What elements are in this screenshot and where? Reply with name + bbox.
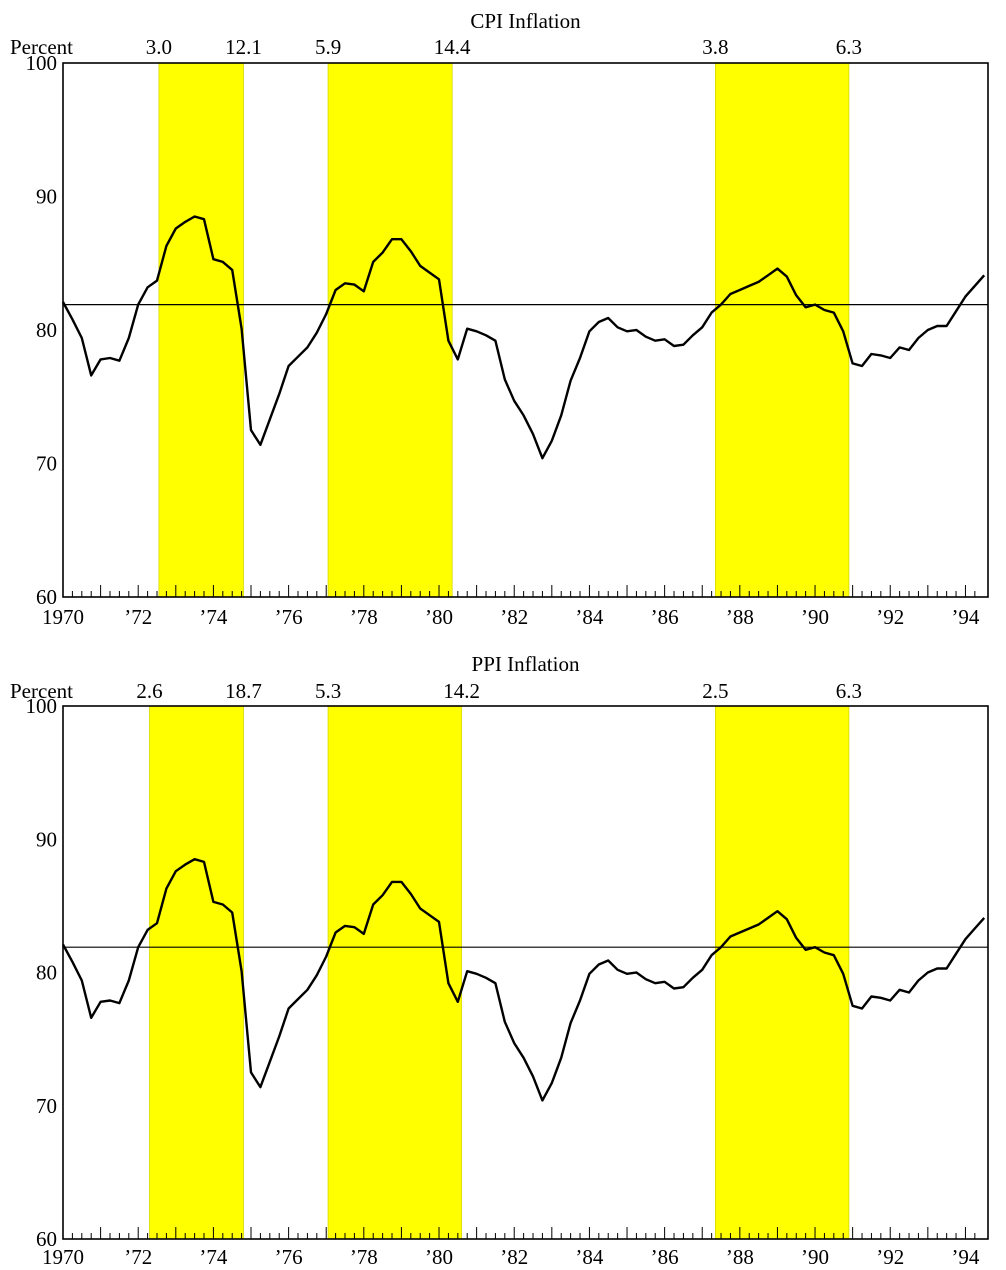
shaded-period-end-label: 6.3 <box>836 35 862 59</box>
x-tick-label: ’82 <box>500 1245 528 1269</box>
x-tick-label: ’72 <box>124 605 152 629</box>
shaded-period <box>327 62 453 598</box>
x-tick-label: ’94 <box>951 605 979 629</box>
x-tick-label: ’90 <box>801 605 829 629</box>
x-tick-label: ’76 <box>275 1245 303 1269</box>
shaded-period-end-label: 14.2 <box>443 679 480 703</box>
chart-title: CPI Inflation <box>470 9 581 33</box>
x-tick-label: ’72 <box>124 1245 152 1269</box>
y-axis-label: Percent <box>10 679 73 703</box>
y-tick-label: 80 <box>36 318 57 342</box>
x-tick-label: ’94 <box>951 1245 979 1269</box>
ppi-inflation-chart: 2.6 18.7 5.3 14.2 2.5 6.3 PPI Inflation Percent… <box>10 652 989 1269</box>
shaded-period-start-label: 5.9 <box>315 35 341 59</box>
y-tick-label: 60 <box>36 585 57 609</box>
x-tick-label: 1970 <box>42 605 84 629</box>
x-tick-label: ’80 <box>425 1245 453 1269</box>
x-tick-label: ’90 <box>801 1245 829 1269</box>
x-tick-label: ’86 <box>651 1245 679 1269</box>
y-tick-label: 100 <box>26 51 58 75</box>
x-tick-label: ’88 <box>726 605 754 629</box>
shaded-period-start-label: 5.3 <box>315 679 341 703</box>
cpi-inflation-chart: 3.0 12.1 5.9 14.4 3.8 6.3 CPI Inflation Percent… <box>10 9 989 629</box>
series-line <box>61 858 986 1102</box>
shaded-period-start-label: 2.6 <box>136 679 162 703</box>
shaded-period <box>149 705 244 1240</box>
plot-frame <box>62 62 989 598</box>
x-tick-label: ’74 <box>199 1245 227 1269</box>
shaded-period-start-label: 3.8 <box>702 35 728 59</box>
x-tick-label: ’84 <box>575 605 603 629</box>
shaded-period-end-label: 14.4 <box>434 35 471 59</box>
x-tick-label: ’80 <box>425 605 453 629</box>
plot-frame <box>62 705 989 1240</box>
chart-title: PPI Inflation <box>472 652 580 676</box>
shaded-period <box>714 62 850 598</box>
x-tick-label: ’84 <box>575 1245 603 1269</box>
y-tick-label: 70 <box>36 1094 57 1118</box>
series-line <box>61 215 986 460</box>
shaded-period-end-label: 18.7 <box>225 679 262 703</box>
x-tick-label: ’88 <box>726 1245 754 1269</box>
x-tick-label: ’76 <box>275 605 303 629</box>
y-tick-label: 70 <box>36 452 57 476</box>
y-axis-label: Percent <box>10 35 73 59</box>
shaded-period <box>158 62 244 598</box>
x-tick-label: ’92 <box>876 1245 904 1269</box>
x-tick-label: ’82 <box>500 605 528 629</box>
shaded-period-start-label: 2.5 <box>702 679 728 703</box>
shaded-period-start-label: 3.0 <box>146 35 172 59</box>
x-tick-label: 1970 <box>42 1245 84 1269</box>
y-tick-label: 90 <box>36 827 57 851</box>
shaded-period-end-label: 6.3 <box>836 679 862 703</box>
x-tick-label: ’86 <box>651 605 679 629</box>
y-tick-label: 80 <box>36 961 57 985</box>
x-tick-label: ’92 <box>876 605 904 629</box>
shaded-period <box>714 705 850 1240</box>
shaded-period <box>327 705 462 1240</box>
shaded-period-end-label: 12.1 <box>225 35 262 59</box>
y-tick-label: 60 <box>36 1227 57 1251</box>
y-tick-label: 90 <box>36 185 57 209</box>
x-tick-label: ’74 <box>199 605 227 629</box>
y-tick-label: 100 <box>26 694 58 718</box>
x-tick-label: ’78 <box>350 1245 378 1269</box>
x-tick-label: ’78 <box>350 605 378 629</box>
